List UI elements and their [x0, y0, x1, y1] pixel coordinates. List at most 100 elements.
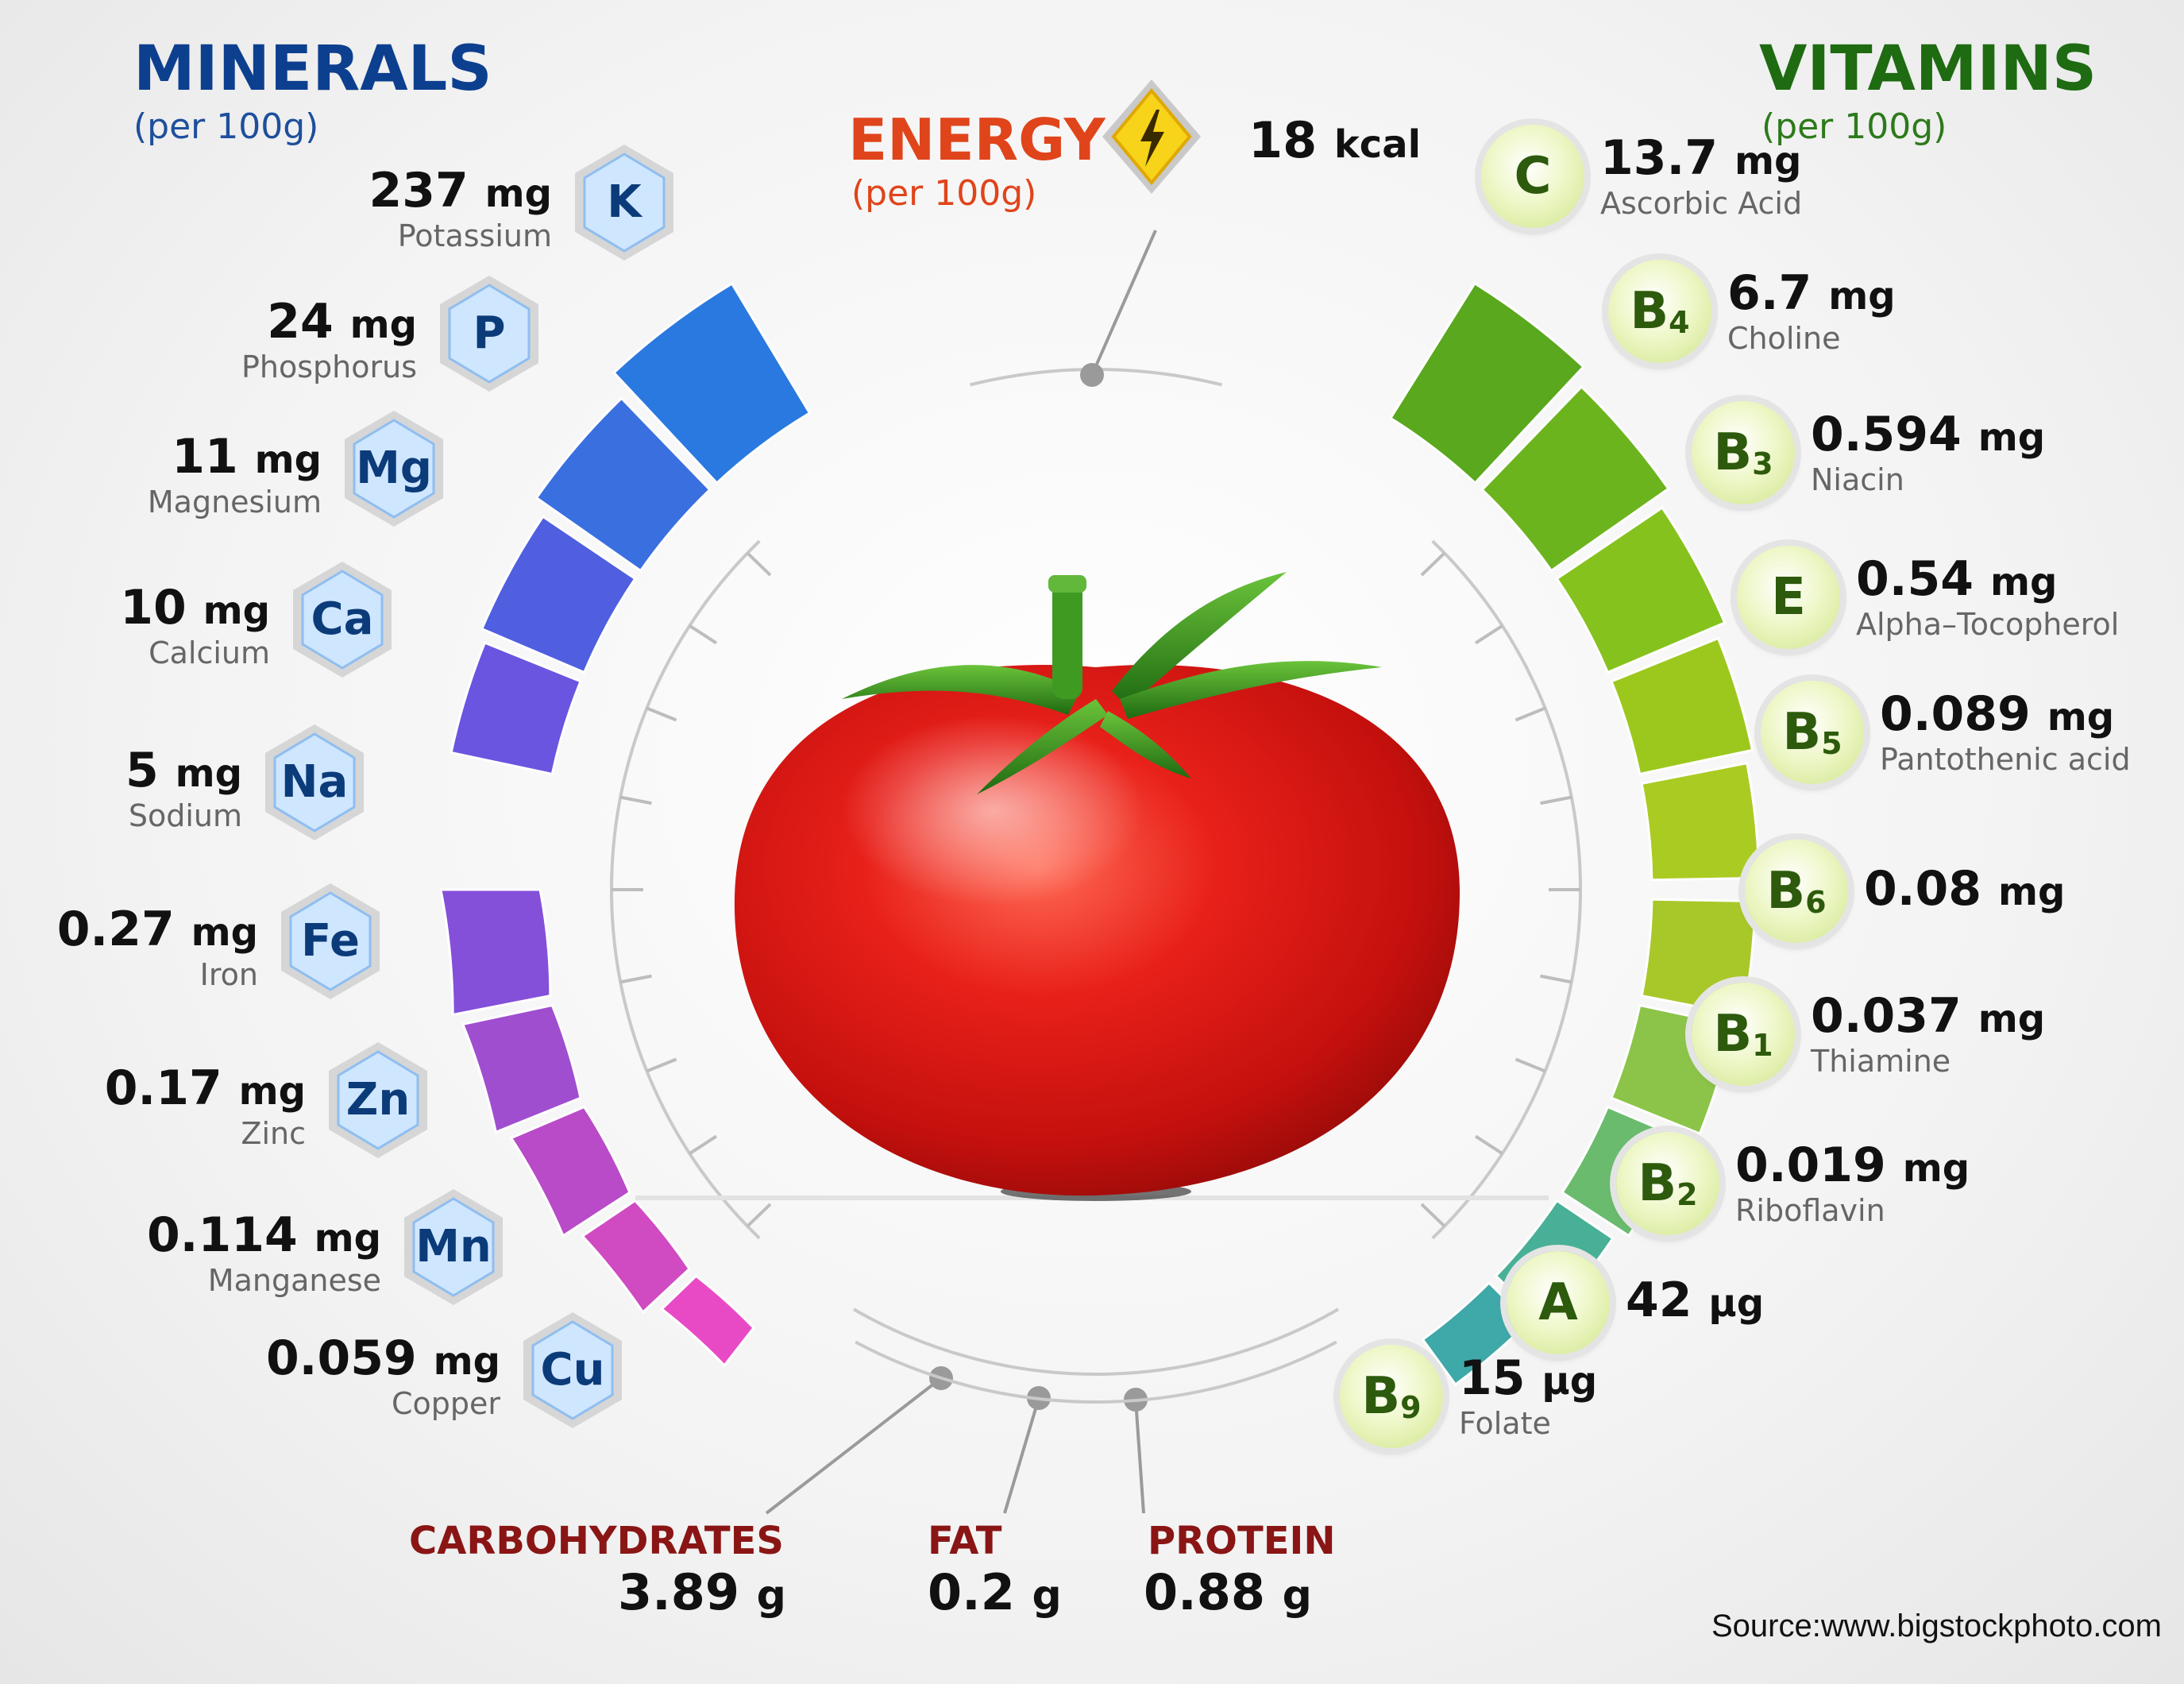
vitamin-name: Thiamine — [1811, 1044, 1951, 1079]
vitamin-row: 15 µg Folate — [1459, 1350, 1597, 1441]
mineral-bar — [461, 1003, 582, 1134]
vitamin-symbol-text: B5 — [1782, 703, 1843, 762]
minerals-subtitle: (per 100g) — [133, 106, 319, 147]
guide-tick — [646, 1057, 677, 1073]
mineral-symbol-text: Cu — [540, 1344, 605, 1396]
mineral-symbol-text: P — [473, 307, 506, 359]
mineral-row: 0.17 mg Zinc — [105, 1060, 306, 1151]
mineral-row: 11 mg Magnesium — [148, 429, 322, 519]
vitamin-symbol-text: B2 — [1638, 1154, 1698, 1213]
vitamin-row: 0.019 mg Riboflavin — [1735, 1137, 1970, 1228]
vitamin-symbol-text: C — [1514, 147, 1552, 206]
connector-line — [1003, 1397, 1040, 1514]
vitamin-symbol: B3 — [1692, 401, 1795, 504]
vitamin-value: 0.594 mg — [1811, 407, 2046, 462]
guide-tick — [689, 624, 718, 645]
vitamin-name: Alpha–Tocopherol — [1856, 607, 2120, 642]
vitamin-value: 0.037 mg — [1811, 988, 2046, 1044]
mineral-bar — [612, 282, 812, 485]
vitamin-symbol: B5 — [1761, 681, 1864, 784]
mineral-row: 10 mg Calcium — [120, 580, 270, 670]
mineral-value: 11 mg — [172, 429, 322, 485]
protein-value: 0.88 g — [1144, 1563, 1312, 1621]
guide-tick — [1420, 551, 1446, 577]
connector-line — [1090, 230, 1157, 376]
mineral-row: 0.27 mg Iron — [57, 902, 258, 992]
guide-tick — [1515, 706, 1546, 722]
vitamin-symbol: B2 — [1616, 1132, 1719, 1235]
minerals-title: MINERALS — [133, 33, 492, 105]
vitamin-symbol-text: E — [1771, 568, 1806, 627]
mineral-bar — [534, 396, 712, 573]
vitamin-symbol-text: B3 — [1713, 423, 1773, 482]
mineral-symbol-potassium: K — [572, 143, 677, 262]
connector-line — [1134, 1399, 1145, 1514]
mineral-value: 24 mg — [267, 294, 417, 350]
vitamin-value: 6.7 mg — [1727, 265, 1896, 321]
guide-tick — [746, 551, 772, 577]
mineral-row: 237 mg Potassium — [369, 163, 552, 253]
guide-tick — [746, 1203, 772, 1228]
mineral-row: 24 mg Phosphorus — [241, 294, 417, 384]
mineral-symbol-text: Na — [280, 756, 349, 808]
mineral-name: Magnesium — [147, 485, 322, 519]
mineral-name: Manganese — [207, 1263, 381, 1298]
mineral-row: 5 mg Sodium — [125, 743, 242, 833]
energy-title: ENERGY — [848, 106, 1106, 173]
protein-label: PROTEIN — [1148, 1519, 1336, 1563]
source-credit: Source:www.bigstockphoto.com — [1711, 1609, 2162, 1643]
vitamin-symbol: A — [1507, 1251, 1610, 1354]
lightning-icon — [1096, 73, 1207, 208]
mineral-value: 0.27 mg — [56, 902, 258, 957]
vitamin-value: 13.7 mg — [1600, 130, 1802, 186]
connector-line — [765, 1377, 943, 1515]
vitamin-symbol: B1 — [1692, 983, 1795, 1086]
guide-tick — [1474, 624, 1503, 645]
carbohydrates-label: CARBOHYDRATES — [409, 1519, 784, 1563]
fat-label: FAT — [928, 1519, 1002, 1563]
mineral-bar — [480, 515, 637, 674]
mineral-value: 237 mg — [369, 163, 552, 218]
vitamin-symbol-text: B1 — [1713, 1005, 1773, 1064]
vitamin-name: Riboflavin — [1735, 1193, 1885, 1228]
guide-tick — [646, 706, 677, 722]
mineral-name: Copper — [391, 1386, 500, 1421]
mineral-bar — [450, 641, 582, 776]
energy-subtitle: (per 100g) — [851, 173, 1037, 214]
vitamin-bar — [1555, 506, 1727, 674]
vitamin-symbol: C — [1481, 125, 1584, 228]
connector-dot — [1080, 363, 1104, 387]
mineral-bar — [581, 1199, 692, 1315]
mineral-name: Zinc — [241, 1116, 306, 1151]
mineral-name: Calcium — [149, 635, 270, 670]
guide-tick — [1540, 795, 1572, 805]
guide-tick — [1420, 1203, 1446, 1228]
vitamin-value: 42 µg — [1626, 1273, 1765, 1328]
vitamin-row: 0.08 mg — [1864, 861, 2065, 917]
vitamin-symbol: B6 — [1745, 840, 1848, 943]
mineral-value: 10 mg — [120, 580, 270, 635]
mineral-name: Potassium — [397, 218, 552, 253]
mineral-value: 0.17 mg — [104, 1060, 306, 1116]
vitamin-symbol: E — [1737, 546, 1840, 649]
vitamin-name: Ascorbic Acid — [1600, 186, 1803, 221]
vitamin-bar — [1388, 281, 1585, 485]
guide-arc — [609, 539, 761, 1240]
mineral-symbol-manganese: Mn — [401, 1188, 506, 1307]
mineral-bar — [660, 1274, 756, 1368]
vitamin-symbol: B4 — [1608, 260, 1711, 363]
mineral-name: Sodium — [128, 798, 242, 833]
mineral-symbol-iron: Fe — [278, 882, 383, 1001]
guide-arc — [855, 1340, 1337, 1404]
vitamin-name: Folate — [1459, 1406, 1551, 1441]
mineral-bar — [509, 1105, 631, 1238]
guide-tick — [1540, 974, 1572, 984]
vitamins-subtitle: (per 100g) — [1761, 106, 1947, 147]
vitamin-value: 0.019 mg — [1735, 1137, 1970, 1193]
vitamin-bar — [1610, 636, 1754, 776]
mineral-symbol-text: Mn — [415, 1221, 492, 1273]
energy-value: 18 kcal — [1248, 111, 1422, 169]
guide-tick — [619, 795, 652, 805]
guide-tick — [1474, 1134, 1503, 1155]
mineral-symbol-text: Fe — [301, 915, 360, 967]
